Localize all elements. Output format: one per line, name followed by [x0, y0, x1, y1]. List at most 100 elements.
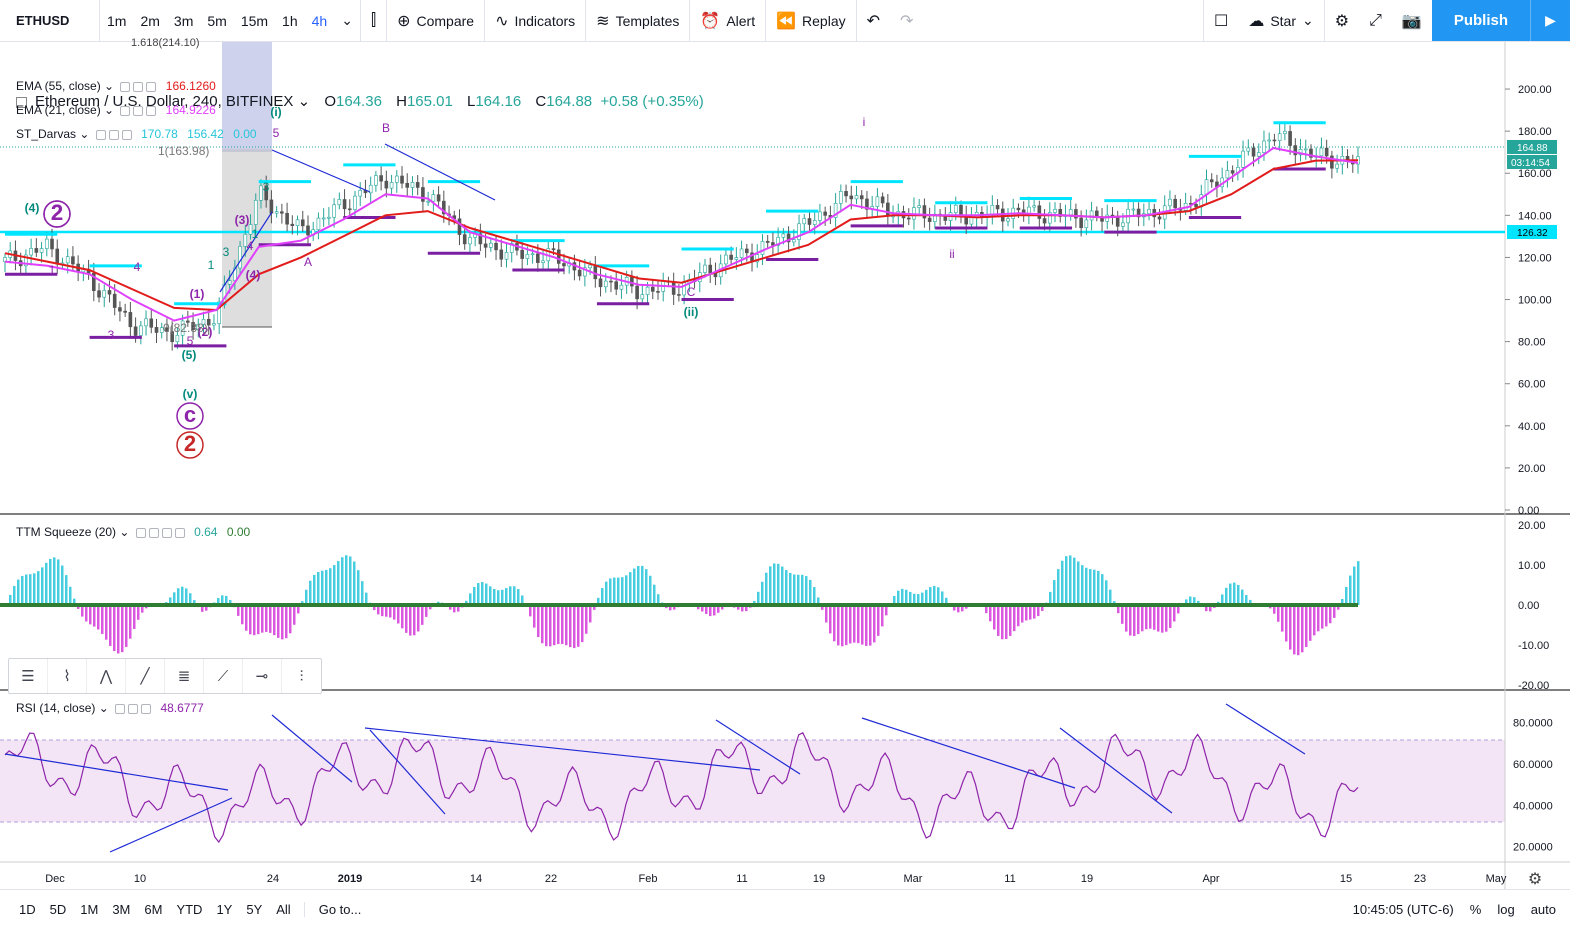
- ttm-bar: [737, 605, 740, 610]
- gear-icon[interactable]: ⚙: [1528, 871, 1542, 888]
- publish-button[interactable]: Publish: [1431, 0, 1530, 41]
- ttm-bar: [1197, 600, 1200, 605]
- ttm-bar: [265, 605, 268, 632]
- cursor-tool-icon[interactable]: ⫶: [299, 667, 304, 685]
- ema21-line[interactable]: [4, 146, 1359, 322]
- rsi-trend-line[interactable]: [1225, 703, 1306, 755]
- tf-3m[interactable]: 3m: [173, 12, 194, 29]
- rsi-trend-line[interactable]: [109, 797, 233, 853]
- range-ytd[interactable]: YTD: [176, 902, 203, 917]
- horizontal-line-tool-icon[interactable]: ⊸: [243, 659, 282, 693]
- wave-label: ii: [949, 247, 954, 261]
- ttm-bar: [13, 586, 16, 605]
- chart-style-button[interactable]: ⫿: [361, 0, 386, 41]
- fib-tool-icon[interactable]: ≣: [165, 659, 204, 693]
- symbol-search[interactable]: ETHUSD: [0, 0, 100, 41]
- tf-1m[interactable]: 1m: [107, 12, 127, 29]
- rsi-trend-line[interactable]: [4, 753, 229, 791]
- redo-button[interactable]: ↷: [890, 0, 923, 41]
- candle-body: [212, 323, 216, 326]
- candle-body: [201, 318, 206, 325]
- ttm-bar: [785, 570, 788, 605]
- ttm-bar: [169, 597, 172, 605]
- ttm-bar: [105, 605, 108, 640]
- range-5y[interactable]: 5Y: [246, 902, 263, 917]
- publish-menu-button[interactable]: ▶: [1530, 0, 1570, 41]
- compare-button[interactable]: ⊕ Compare: [397, 12, 475, 30]
- tf-2m[interactable]: 2m: [140, 12, 160, 29]
- rsi-legend[interactable]: RSI (14, close) ⌄ 48.6777: [16, 701, 204, 715]
- fullscreen-box-button[interactable]: ☐: [1204, 0, 1238, 41]
- range-5d[interactable]: 5D: [49, 902, 67, 917]
- range-3m[interactable]: 3M: [112, 902, 131, 917]
- templates-button[interactable]: ≋ Templates: [596, 12, 680, 30]
- candle-body: [933, 213, 937, 222]
- goto-button[interactable]: Go to...: [303, 902, 376, 917]
- candle-body: [927, 217, 932, 222]
- snapshot-button[interactable]: 📷: [1392, 0, 1432, 41]
- log-toggle[interactable]: log: [1497, 902, 1515, 917]
- ema55-legend[interactable]: EMA (55, close) ⌄ 166.1260: [16, 79, 216, 93]
- tf-1h[interactable]: 1h: [282, 12, 298, 29]
- ttm-bar: [365, 592, 368, 605]
- chevron-down-icon[interactable]: ⌄: [293, 93, 311, 110]
- elliott-letters-tool-icon[interactable]: ⋀: [87, 659, 126, 693]
- wave-label: (i): [270, 105, 281, 119]
- lines-tool-icon[interactable]: ☰: [9, 659, 48, 693]
- rsi-trend-line[interactable]: [364, 727, 761, 771]
- fullscreen-button[interactable]: ⤢: [1359, 0, 1392, 41]
- trend-line-tool-icon[interactable]: ╱: [126, 659, 165, 693]
- ttm-bar: [261, 605, 264, 633]
- range-1m[interactable]: 1M: [80, 902, 99, 917]
- rsi-trend-line[interactable]: [271, 714, 353, 783]
- ttm-bar: [137, 605, 140, 620]
- trend-line[interactable]: [271, 149, 371, 193]
- darvas-legend[interactable]: ST_Darvas ⌄ 170.78 156.42 0.00: [16, 127, 257, 141]
- clock-time[interactable]: 10:45:05 (UTC-6): [1352, 902, 1454, 917]
- ttm-bar: [917, 594, 920, 605]
- percent-toggle[interactable]: %: [1469, 902, 1482, 917]
- chart-area[interactable]: (4) 2 1 3 4 1 2 3 (3) (1) (2) 3 4 1 (4) 5 (5) (i) 5 (v) c 2 A B…: [0, 37, 1570, 889]
- candle-body: [71, 256, 75, 265]
- ttm-bar: [845, 605, 848, 646]
- range-6m[interactable]: 6M: [144, 902, 163, 917]
- tf-5m[interactable]: 5m: [207, 12, 227, 29]
- ttm-bar: [1125, 605, 1128, 632]
- rsi-line[interactable]: [4, 731, 1359, 844]
- ttm-bar: [21, 575, 24, 605]
- trend-line[interactable]: [219, 211, 273, 293]
- symbol-legend[interactable]: Ethereum / U.S. Dollar, 240, BITFINEX ⌄ …: [16, 92, 704, 110]
- auto-toggle[interactable]: auto: [1530, 902, 1556, 917]
- collapse-icon[interactable]: [16, 96, 27, 108]
- alert-button[interactable]: ⏰ Alert: [700, 12, 756, 30]
- ttm-bar: [225, 595, 228, 605]
- chevron-down-icon[interactable]: ⌄: [341, 12, 353, 28]
- trend-line[interactable]: [384, 143, 496, 201]
- wave-label: 1: [252, 227, 259, 241]
- ttm-bar: [1297, 605, 1300, 656]
- rsi-trend-line[interactable]: [369, 729, 446, 815]
- rsi-trend-line[interactable]: [1059, 727, 1173, 814]
- indicators-button[interactable]: ∿ Indicators: [495, 12, 576, 30]
- time-axis-label: 14: [470, 873, 482, 885]
- tf-4h[interactable]: 4h: [311, 12, 328, 29]
- replay-button[interactable]: ⏪ Replay: [776, 12, 846, 30]
- rsi-trend-line[interactable]: [861, 717, 1076, 789]
- tf-15m[interactable]: 15m: [240, 12, 269, 29]
- candle-body: [525, 254, 530, 259]
- ray-tool-icon[interactable]: ⟋: [204, 659, 243, 693]
- candle-body: [285, 212, 289, 225]
- ttm-legend[interactable]: TTM Squeeze (20) ⌄ 0.64 0.00: [16, 525, 251, 539]
- range-all[interactable]: All: [276, 902, 291, 917]
- rsi-trend-line[interactable]: [715, 719, 801, 775]
- ema21-legend[interactable]: EMA (21, close) ⌄ 164.9226: [16, 103, 216, 117]
- elliott-numbers-tool-icon[interactable]: ⌇: [48, 659, 87, 693]
- range-1d[interactable]: 1D: [19, 902, 36, 917]
- ttm-bar: [273, 605, 276, 636]
- settings-button[interactable]: ⚙: [1325, 0, 1359, 41]
- undo-button[interactable]: ↶: [857, 0, 890, 41]
- fib-zone-blue[interactable]: [222, 42, 272, 152]
- range-1y[interactable]: 1Y: [216, 902, 233, 917]
- star-button[interactable]: ☁ Star ⌄: [1248, 12, 1314, 30]
